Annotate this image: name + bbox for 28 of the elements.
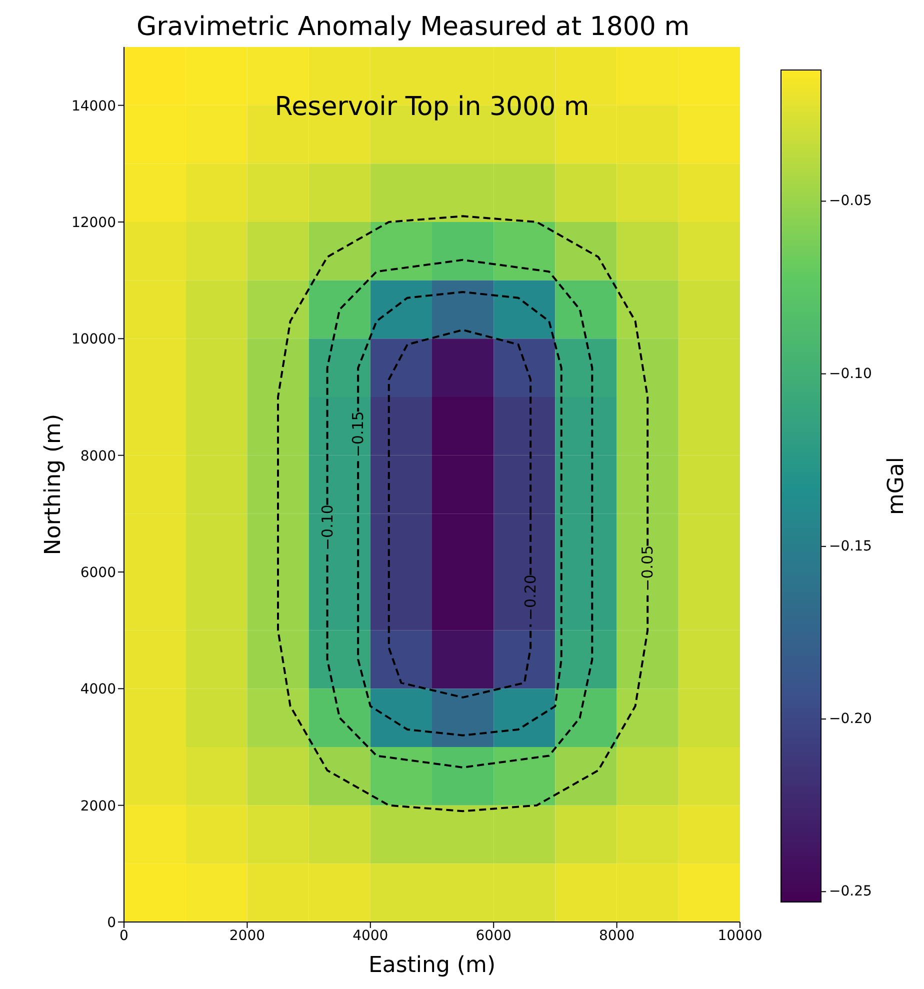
y-tick-label: 4000 <box>80 682 116 698</box>
color-bar-label: −0.20 <box>829 711 872 728</box>
x-tick-label: 8000 <box>598 928 635 944</box>
y-tick-label: 12000 <box>71 214 116 231</box>
y-tick-label: 14000 <box>71 98 116 114</box>
x-tick-label: 0 <box>120 928 128 944</box>
chart-title: Gravimetric Anomaly Measured at 1800 m <box>135 12 691 42</box>
x-tick-label: 10000 <box>718 928 762 944</box>
color-bar-label: −0.10 <box>829 366 872 382</box>
annotation: Reservoir Top in 3000 m <box>274 92 590 122</box>
y-tick-label: 0 <box>107 914 116 931</box>
y-tick-label: 10000 <box>71 332 116 348</box>
y-tick-label: 6000 <box>80 564 116 581</box>
x-tick-label: 6000 <box>476 928 512 944</box>
annotation: −0.05 <box>638 545 657 592</box>
annotation: −0.10 <box>318 504 336 550</box>
x-axis-title: Easting (m) <box>368 953 496 978</box>
color-bar-label: −0.05 <box>829 193 872 210</box>
annotation: −0.15 <box>349 411 368 458</box>
color-bar-title: mGal <box>884 456 909 516</box>
color-bar-label: −0.15 <box>829 538 872 554</box>
x-tick-label: 2000 <box>229 928 266 944</box>
y-axis-title: Northing (m) <box>40 414 66 556</box>
y-tick-label: 8000 <box>80 448 116 464</box>
color-bar-label: −0.25 <box>829 884 872 900</box>
x-tick-label: 4000 <box>352 928 388 944</box>
annotation: −0.20 <box>522 574 540 620</box>
y-tick-label: 2000 <box>80 798 116 814</box>
